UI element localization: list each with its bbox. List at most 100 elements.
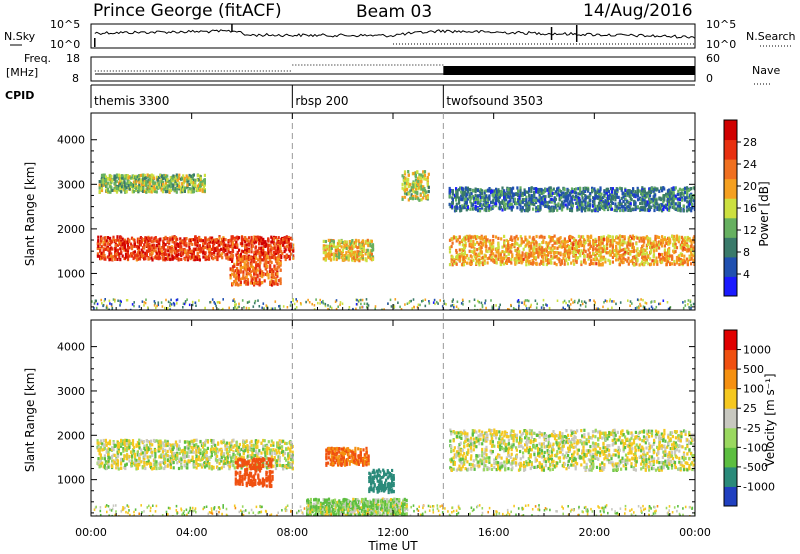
data-cell [162, 237, 165, 241]
data-cell [615, 250, 618, 254]
data-cell [110, 246, 113, 250]
data-cell [418, 173, 421, 177]
data-cell [643, 237, 646, 241]
data-cell [473, 248, 476, 252]
data-cell [471, 195, 475, 199]
data-cell [567, 194, 570, 198]
data-cell [288, 243, 291, 247]
data-cell [557, 192, 560, 196]
data-cell [266, 270, 269, 274]
data-cell [102, 247, 105, 251]
data-cell [369, 248, 372, 253]
data-cell [537, 247, 540, 251]
data-cell [510, 190, 513, 194]
data-cell [524, 235, 527, 239]
data-cell [633, 255, 636, 260]
data-cell [543, 248, 546, 252]
data-cell [687, 244, 690, 249]
data-cell [626, 205, 629, 209]
data-cell [186, 183, 189, 187]
data-cell [514, 239, 517, 243]
data-cell [607, 202, 610, 206]
data-cell [448, 246, 452, 250]
data-cell [451, 257, 454, 261]
data-cell [143, 243, 146, 247]
data-cell [164, 178, 167, 182]
data-cell [520, 201, 523, 205]
data-cell [159, 180, 162, 184]
data-cell [327, 248, 330, 252]
data-cell [548, 259, 551, 263]
data-cell [275, 280, 278, 284]
data-cell [640, 198, 643, 202]
data-cell [672, 243, 675, 248]
data-cell [609, 243, 612, 247]
data-cell [414, 184, 417, 189]
data-cell [574, 243, 577, 247]
data-cell [159, 251, 162, 255]
data-cell [513, 197, 517, 201]
data-cell [566, 254, 569, 258]
data-cell [473, 255, 476, 259]
data-cell [124, 184, 127, 188]
data-cell [545, 249, 548, 253]
data-cell [203, 173, 206, 177]
data-cell [512, 193, 515, 197]
data-cell [143, 257, 146, 261]
data-cell [192, 252, 195, 256]
data-cell [267, 276, 270, 280]
data-cell [451, 192, 454, 196]
data-cell [486, 261, 489, 265]
data-cell [129, 176, 132, 180]
data-cell [556, 187, 559, 191]
data-cell [179, 237, 182, 241]
data-cell [128, 254, 131, 258]
data-cell [131, 182, 134, 187]
data-cell [352, 253, 355, 257]
data-cell [191, 238, 194, 242]
data-cell [568, 245, 571, 249]
data-cell [580, 260, 583, 264]
data-cell [462, 188, 465, 192]
data-cell [127, 184, 130, 188]
data-cell [470, 255, 473, 259]
data-cell [170, 245, 173, 249]
data-cell [658, 252, 661, 256]
data-cell [641, 208, 644, 212]
data-cell [579, 192, 582, 196]
data-cell [284, 248, 287, 252]
data-cell [626, 193, 629, 197]
data-cell [584, 194, 587, 198]
data-cell [495, 196, 499, 200]
data-cell [403, 170, 407, 174]
data-cell [542, 201, 545, 205]
data-cell [641, 239, 644, 243]
data-cell [530, 251, 533, 255]
data-cell [244, 236, 247, 240]
data-cell [584, 240, 587, 244]
data-cell [253, 272, 256, 276]
data-cell [526, 252, 529, 256]
data-cell [611, 194, 614, 198]
data-cell [552, 208, 555, 212]
data-cell [650, 197, 653, 202]
data-cell [558, 195, 561, 199]
data-cell [106, 241, 110, 245]
data-cell [145, 236, 148, 240]
data-cell [563, 240, 566, 244]
data-cell [173, 176, 176, 180]
data-cell [411, 194, 414, 199]
data-cell [525, 259, 528, 263]
freq-unit: [MHz] [6, 66, 38, 79]
data-cell [253, 260, 256, 264]
data-cell [598, 261, 601, 265]
data-cell [617, 236, 620, 240]
data-cell [354, 244, 358, 248]
data-cell [162, 242, 165, 246]
data-cell [624, 250, 627, 254]
data-cell [115, 190, 119, 194]
data-cell [287, 238, 290, 242]
data-cell [520, 239, 523, 243]
data-cell [188, 248, 191, 252]
data-cell [641, 200, 644, 204]
